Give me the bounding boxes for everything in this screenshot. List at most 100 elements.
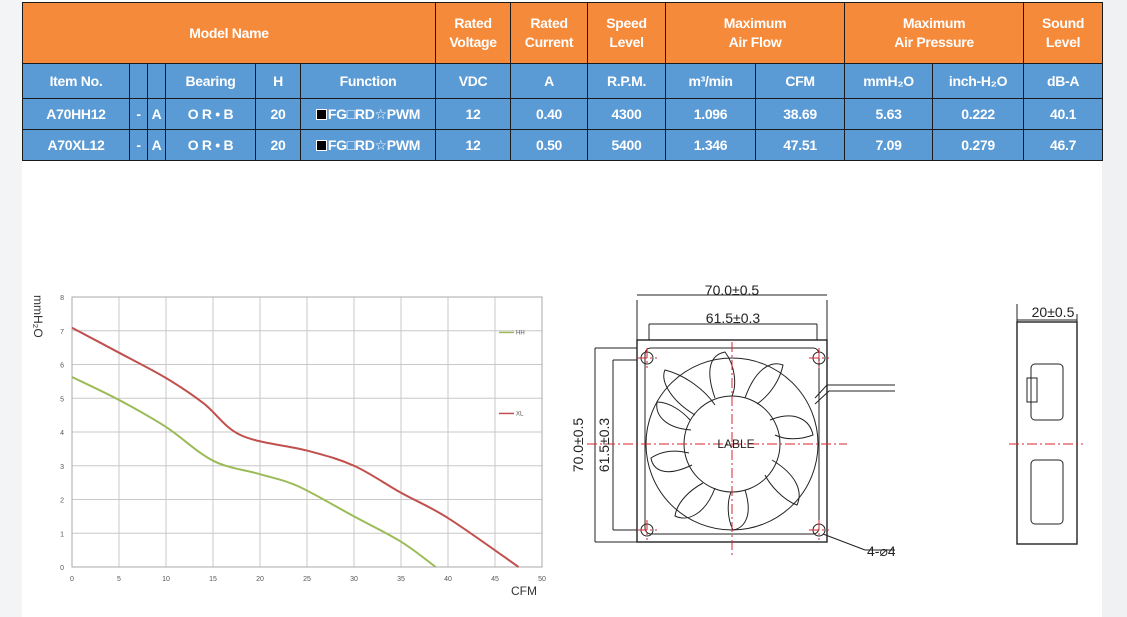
- x-axis-label: CFM: [511, 584, 537, 598]
- m3min-header: m³/min: [665, 63, 757, 99]
- sound-level-header: Sound Level: [1023, 2, 1104, 64]
- vdc-cell: 12: [435, 98, 512, 130]
- x-tick-label: 5: [117, 576, 121, 583]
- rpm-cell: 4300: [587, 98, 667, 130]
- x-tick-label: 50: [538, 576, 546, 583]
- item-no-cell: A70XL12: [22, 129, 130, 161]
- function-value: FG□RD☆PWM: [327, 105, 421, 122]
- y-tick-label: 2: [60, 498, 64, 505]
- amp-cell: 0.50: [510, 129, 589, 161]
- series-line-hh: [71, 376, 437, 568]
- blank-header-1: [129, 63, 148, 99]
- front-height-outer-label: 70.0±0.5: [570, 418, 586, 473]
- y-tick-label: 7: [60, 329, 64, 336]
- cfm-cell: 47.51: [755, 129, 846, 161]
- bearing-cell: O R • B: [165, 98, 256, 130]
- y-axis-label: mmH₂O: [31, 295, 45, 338]
- hole-spec-label: 4-⌀4.4±0.3: [867, 543, 895, 559]
- table-row: A70XL12 - A O R • B 20 FG□RD☆PWM 12 0.50…: [22, 129, 1104, 161]
- bearing-value: O R • B: [187, 106, 234, 122]
- dba-header: dB-A: [1023, 63, 1104, 99]
- y-tick-label: 0: [60, 565, 64, 572]
- inch-h2o-header: inch-H₂O: [932, 63, 1025, 99]
- plot-area-border: [71, 296, 543, 568]
- chart-series: [71, 326, 520, 568]
- front-height-inner-label: 61.5±0.3: [596, 418, 612, 473]
- front-width-outer-label: 70.0±0.5: [705, 282, 760, 298]
- x-tick-label: 0: [70, 576, 74, 583]
- y-tick-label: 6: [60, 363, 64, 370]
- inch-h2o-cell: 0.279: [932, 129, 1025, 161]
- function-value: FG□RD☆PWM: [327, 136, 421, 153]
- mmh2o-header: mmH₂O: [844, 63, 934, 99]
- vdc-header: VDC: [435, 63, 512, 99]
- page-edge: [1102, 0, 1127, 617]
- selected-square-icon: [315, 139, 327, 151]
- dash-cell: -: [129, 129, 148, 161]
- dash-cell: -: [129, 98, 148, 130]
- amp-cell: 0.40: [510, 98, 589, 130]
- y-tick-label: 4: [60, 430, 64, 437]
- series-line-xl: [71, 326, 520, 568]
- bearing-cell: O R • B: [165, 129, 256, 161]
- legend-label: XL: [516, 411, 524, 417]
- chart-grid: [71, 296, 543, 568]
- front-width-inner-label: 61.5±0.3: [706, 310, 761, 326]
- x-tick-label: 20: [256, 576, 264, 583]
- amp-header: A: [510, 63, 589, 99]
- spec-table: Model Name Rated Voltage Rated Current Spe…: [21, 2, 1104, 161]
- x-tick-label: 45: [491, 576, 499, 583]
- x-tick-label: 35: [397, 576, 405, 583]
- rated-voltage-header: Rated Voltage: [435, 2, 512, 64]
- mmh2o-cell: 5.63: [844, 98, 934, 130]
- y-tick-label: 3: [60, 464, 64, 471]
- speed-level-header: Speed Level: [587, 2, 667, 64]
- header-row-units: Item No. Bearing H Function VDC A R.P.M.…: [22, 63, 1104, 99]
- h-cell: 20: [255, 129, 301, 161]
- m3min-cell: 1.346: [665, 129, 757, 161]
- rpm-cell: 5400: [587, 129, 667, 161]
- blank-header-2: [147, 63, 166, 99]
- function-header: Function: [299, 63, 437, 99]
- table-row: A70HH12 - A O R • B 20 FG□RD☆PWM 12 0.40…: [22, 98, 1104, 130]
- cfm-header: CFM: [755, 63, 846, 99]
- h-header: H: [255, 63, 301, 99]
- item-no-header: Item No.: [22, 63, 130, 99]
- cfm-cell: 38.69: [755, 98, 846, 130]
- max-air-flow-header: Maximum Air Flow: [665, 2, 846, 64]
- m3min-cell: 1.096: [665, 98, 757, 130]
- inch-h2o-cell: 0.222: [932, 98, 1025, 130]
- selected-square-icon: [315, 108, 327, 120]
- bearing-header: Bearing: [165, 63, 256, 99]
- mmh2o-cell: 7.09: [844, 129, 934, 161]
- side-thickness-label: 20±0.5: [1032, 304, 1075, 320]
- y-tick-label: 5: [60, 396, 64, 403]
- function-cell: FG□RD☆PWM: [299, 129, 437, 161]
- max-air-pressure-header: Maximum Air Pressure: [844, 2, 1025, 64]
- vdc-cell: 12: [435, 129, 512, 161]
- center-label-text: LABLE: [717, 437, 754, 451]
- item-no-cell: A70HH12: [22, 98, 130, 130]
- bearing-value: O R • B: [187, 137, 234, 153]
- dba-cell: 46.7: [1023, 129, 1104, 161]
- x-tick-label: 40: [444, 576, 452, 583]
- rated-current-header: Rated Current: [510, 2, 589, 64]
- y-tick-label: 8: [60, 295, 64, 302]
- x-tick-label: 15: [209, 576, 217, 583]
- y-tick-label: 1: [60, 531, 64, 538]
- legend-label: HH: [516, 330, 525, 336]
- rpm-header: R.P.M.: [587, 63, 667, 99]
- x-tick-label: 30: [350, 576, 358, 583]
- a-cell: A: [147, 98, 166, 130]
- chart-legend: HH XL: [499, 330, 525, 417]
- x-tick-label: 25: [303, 576, 311, 583]
- header-row-top: Model Name Rated Voltage Rated Current Spe…: [21, 2, 1104, 64]
- function-cell: FG□RD☆PWM: [299, 98, 437, 130]
- dba-cell: 40.1: [1023, 98, 1104, 130]
- fan-side-view-drawing: 20±0.5: [1009, 304, 1083, 545]
- x-tick-label: 10: [162, 576, 170, 583]
- model-name-header: Model Name: [21, 2, 437, 64]
- a-cell: A: [147, 129, 166, 161]
